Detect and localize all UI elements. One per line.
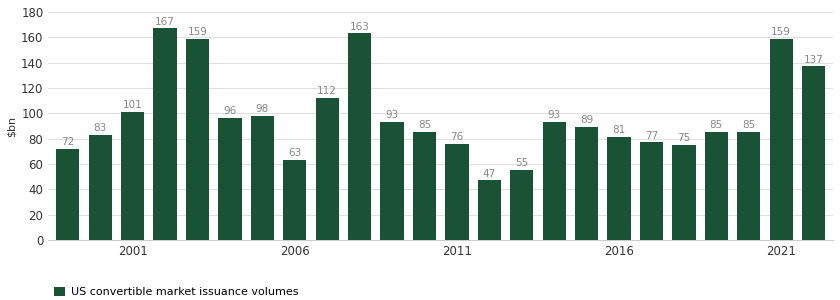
Text: 159: 159 xyxy=(187,27,207,37)
Text: 96: 96 xyxy=(223,106,237,116)
Text: 98: 98 xyxy=(255,104,269,114)
Text: 167: 167 xyxy=(155,16,175,26)
Bar xyxy=(607,137,631,240)
Bar xyxy=(672,145,696,240)
Text: 83: 83 xyxy=(93,123,107,133)
Bar xyxy=(769,39,793,240)
Bar xyxy=(348,34,371,240)
Bar xyxy=(478,181,501,240)
Text: 63: 63 xyxy=(288,148,302,158)
Bar xyxy=(412,132,436,240)
Y-axis label: $bn: $bn xyxy=(7,116,17,136)
Text: 93: 93 xyxy=(386,110,399,120)
Bar xyxy=(802,66,825,240)
Text: 112: 112 xyxy=(318,86,337,96)
Bar xyxy=(381,122,404,240)
Bar xyxy=(121,112,144,240)
Bar xyxy=(640,142,663,240)
Text: 89: 89 xyxy=(580,115,593,125)
Bar xyxy=(56,149,80,240)
Bar xyxy=(543,122,566,240)
Text: 85: 85 xyxy=(710,120,723,130)
Legend: US convertible market issuance volumes: US convertible market issuance volumes xyxy=(54,286,298,297)
Text: 72: 72 xyxy=(61,137,75,147)
Text: 85: 85 xyxy=(742,120,755,130)
Text: 85: 85 xyxy=(417,120,431,130)
Bar xyxy=(737,132,760,240)
Bar xyxy=(705,132,728,240)
Bar xyxy=(154,28,176,240)
Text: 47: 47 xyxy=(483,169,496,178)
Text: 77: 77 xyxy=(645,130,658,140)
Bar xyxy=(186,39,209,240)
Bar xyxy=(316,98,339,240)
Text: 163: 163 xyxy=(349,22,370,32)
Text: 75: 75 xyxy=(677,133,690,143)
Text: 101: 101 xyxy=(123,100,143,110)
Bar xyxy=(510,170,533,240)
Text: 137: 137 xyxy=(804,55,823,64)
Text: 55: 55 xyxy=(515,158,528,168)
Text: 93: 93 xyxy=(548,110,561,120)
Bar xyxy=(218,118,242,240)
Bar xyxy=(250,116,274,240)
Bar xyxy=(445,144,469,240)
Bar xyxy=(88,135,112,240)
Text: 76: 76 xyxy=(450,132,464,142)
Text: 81: 81 xyxy=(612,125,626,136)
Bar xyxy=(575,127,598,240)
Text: 159: 159 xyxy=(771,27,791,37)
Bar xyxy=(283,160,307,240)
